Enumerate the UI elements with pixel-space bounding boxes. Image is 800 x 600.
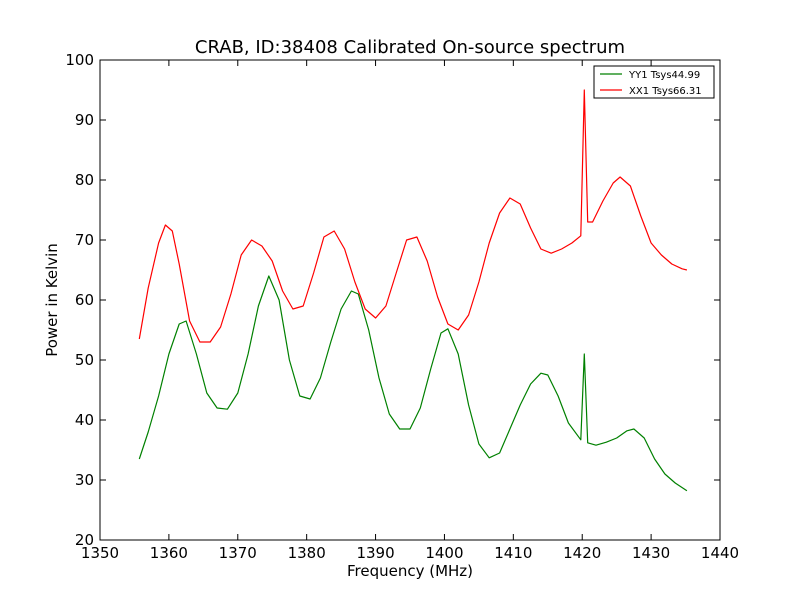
- y-tick-label: 80: [75, 171, 94, 189]
- y-tick-label: 90: [75, 111, 94, 129]
- y-tick-label: 50: [75, 351, 94, 369]
- series-line-yy1: [138, 275, 688, 492]
- y-axis-label: Power in Kelvin: [43, 243, 61, 357]
- x-tick-label: 1370: [219, 544, 257, 562]
- x-tick-label: 1410: [494, 544, 532, 562]
- x-axis-label: Frequency (MHz): [347, 562, 473, 580]
- legend: YY1 Tsys44.99 XX1 Tsys66.31: [593, 65, 715, 99]
- series-line-xx1: [138, 89, 688, 343]
- y-tick-label: 70: [75, 231, 94, 249]
- chart-title: CRAB, ID:38408 Calibrated On-source spec…: [195, 37, 625, 58]
- x-axis-ticks: 1350 1360 1370 1380 1390 1400 1410 1420 1430 1440: [81, 60, 739, 562]
- legend-label-xx1: XX1 Tsys66.31: [629, 86, 702, 97]
- x-tick-label: 1420: [563, 544, 601, 562]
- y-tick-label: 40: [75, 411, 94, 429]
- series-layer: [138, 89, 688, 492]
- x-tick-label: 1430: [632, 544, 670, 562]
- x-tick-label: 1440: [701, 544, 739, 562]
- plot-area: [99, 59, 721, 541]
- y-tick-label: 100: [65, 51, 94, 69]
- x-tick-label: 1390: [356, 544, 394, 562]
- legend-label-yy1: YY1 Tsys44.99: [628, 70, 700, 81]
- legend-frame: [593, 65, 715, 99]
- plot-background: [100, 60, 720, 540]
- x-tick-label: 1350: [81, 544, 119, 562]
- x-tick-label: 1400: [425, 544, 463, 562]
- y-tick-label: 20: [75, 531, 94, 549]
- x-tick-label: 1360: [150, 544, 188, 562]
- y-tick-label: 60: [75, 291, 94, 309]
- y-axis-ticks: 20 30 40 50 60 70 80 90 100: [65, 51, 720, 549]
- y-tick-label: 30: [75, 471, 94, 489]
- x-tick-label: 1380: [288, 544, 326, 562]
